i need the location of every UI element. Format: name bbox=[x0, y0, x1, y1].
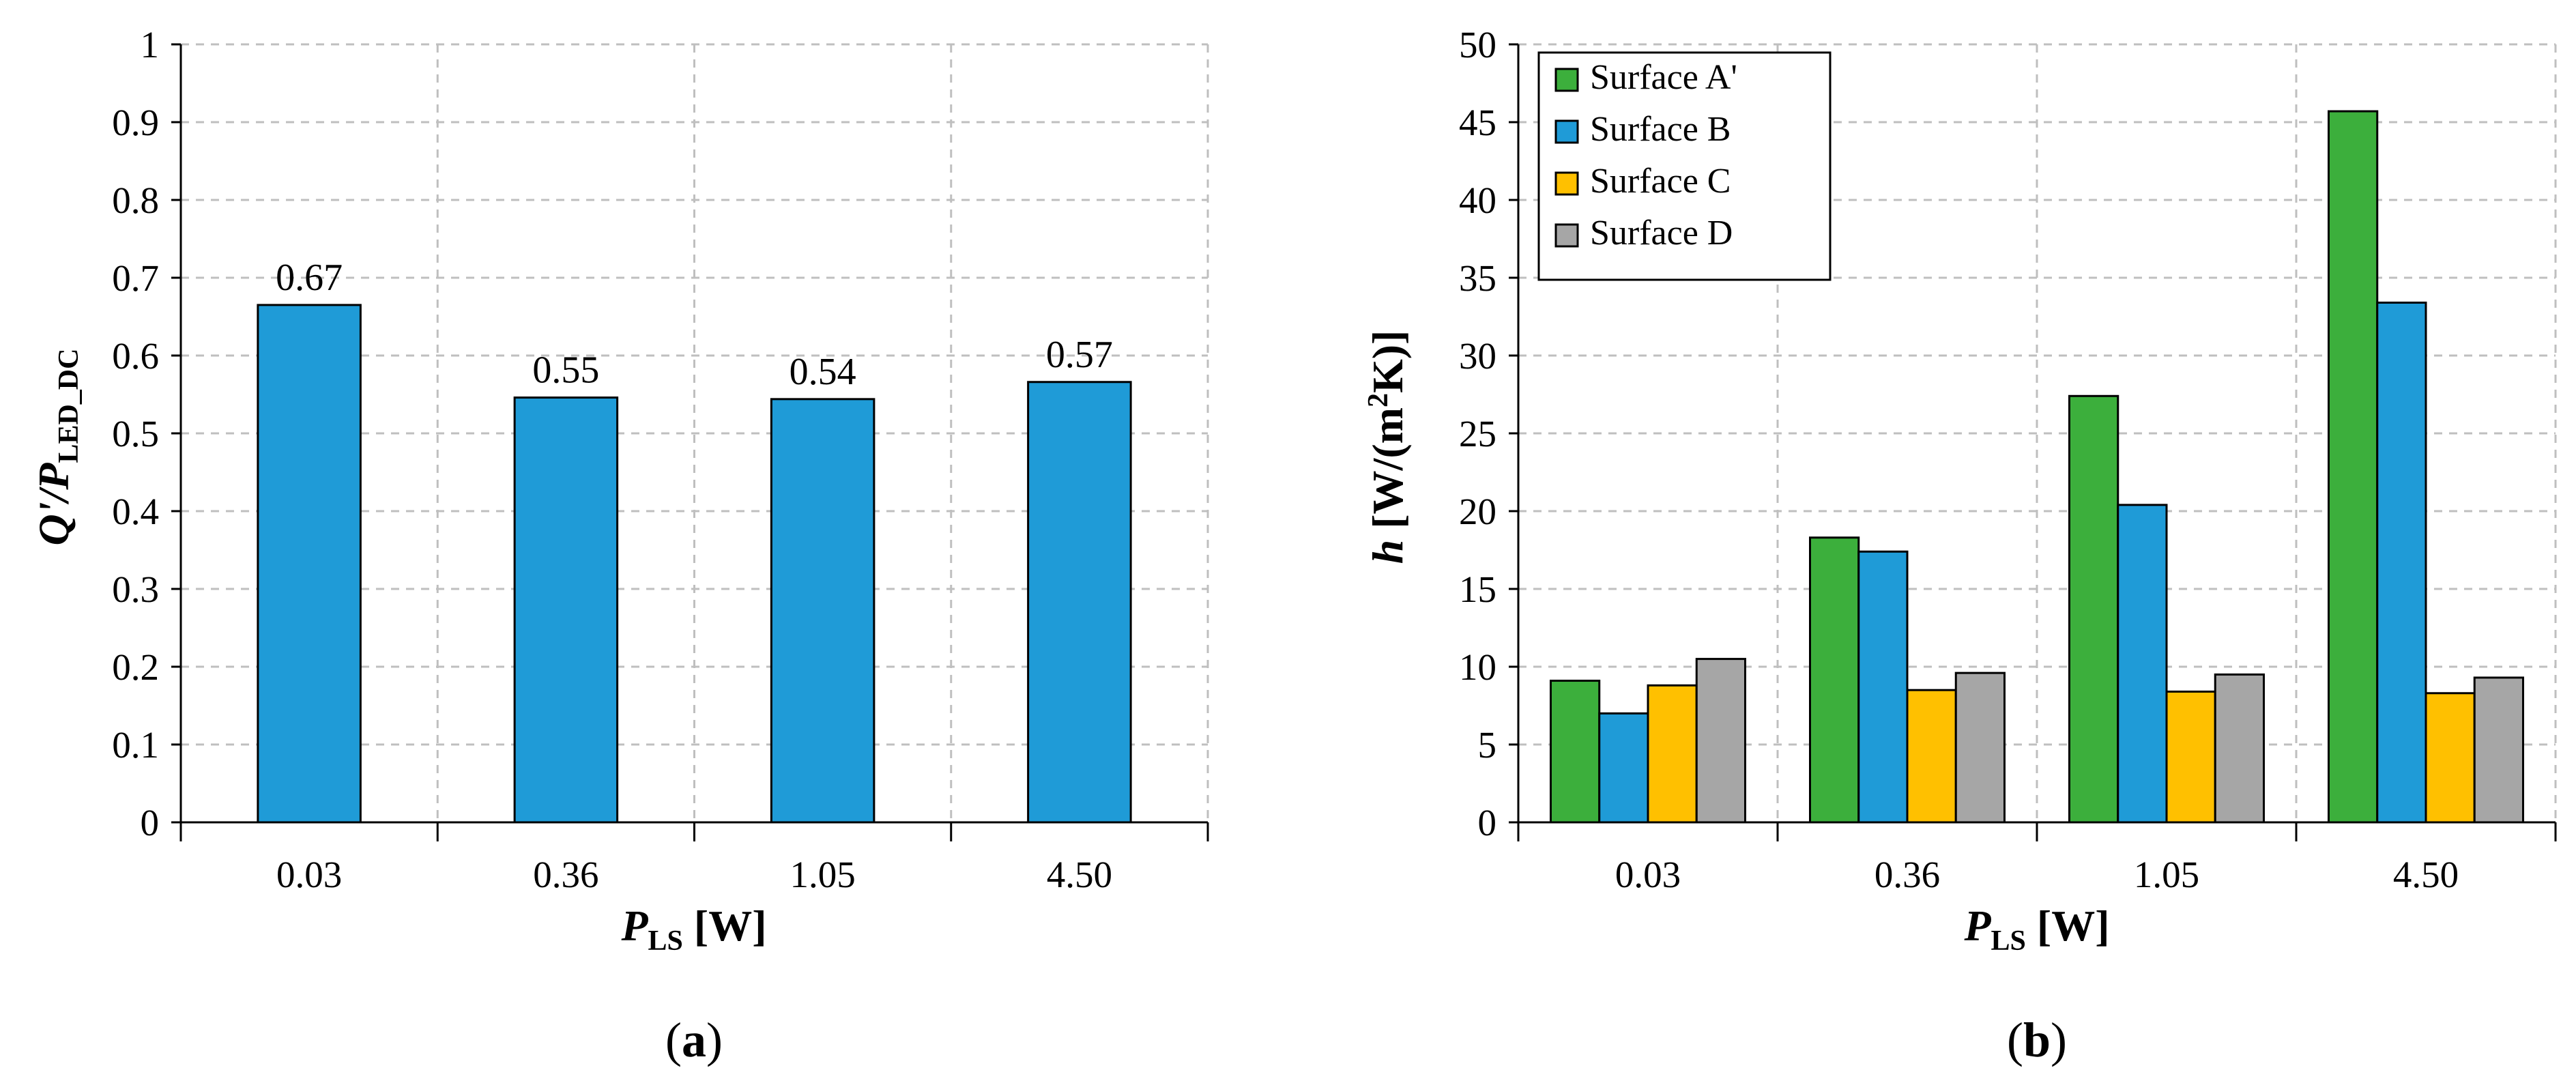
bar-surface-d-4.50 bbox=[2473, 676, 2524, 824]
bar-surface-b-4.50 bbox=[2376, 301, 2427, 824]
legend-label: Surface D bbox=[1590, 214, 1733, 252]
legend-label: Surface B bbox=[1590, 110, 1731, 149]
legend-items: Surface A' Surface B Surface C Surface D bbox=[1554, 58, 1737, 252]
bar-surface-c-4.50 bbox=[2425, 692, 2476, 824]
panel-a-axes bbox=[171, 43, 1209, 841]
bar-q-p-led-dc-4.50 bbox=[1027, 381, 1132, 824]
data-label: 0.57 bbox=[1046, 334, 1113, 376]
panel-b-y-axis-title-sup: 2 bbox=[1363, 393, 1394, 407]
y-tick-label: 0.2 bbox=[112, 646, 159, 688]
bar-surface-b-0.36 bbox=[1857, 550, 1909, 824]
panel-a-y-ticks: 0 0.1 0.2 0.3 0.4 0.5 0.6 0.7 0.8 0.9 1 bbox=[112, 24, 159, 843]
panel-a-x-axis-title-unit: [W] bbox=[683, 901, 767, 950]
bar-surface-d-0.03 bbox=[1695, 658, 1746, 824]
data-label: 0.67 bbox=[276, 257, 343, 299]
x-tick-label: 1.05 bbox=[790, 854, 856, 895]
panel-a-data-labels: 0.67 0.55 0.54 0.57 bbox=[276, 257, 1113, 393]
bar-surface-d-0.36 bbox=[1954, 672, 2006, 824]
bar-surface-d-1.05 bbox=[2214, 673, 2265, 824]
y-tick-label: 40 bbox=[1459, 179, 1496, 221]
panel-b-x-ticks: 0.03 0.36 1.05 4.50 bbox=[1615, 854, 2459, 895]
panel-b-label: (b) bbox=[2007, 1013, 2067, 1067]
x-tick-label: 0.03 bbox=[1615, 854, 1681, 895]
panel-a-y-axis-title-main: Q'/P bbox=[29, 463, 78, 546]
panel-a-bars bbox=[257, 304, 1132, 824]
x-tick-label: 4.50 bbox=[2393, 854, 2459, 895]
legend-swatch bbox=[1554, 171, 1579, 196]
panel-b-axes bbox=[1509, 43, 2557, 841]
legend-frame bbox=[1537, 51, 1832, 281]
y-tick-label: 15 bbox=[1459, 568, 1496, 610]
panel-b-x-axis-title: PLS [W] bbox=[1963, 901, 2109, 957]
panel-a-y-axis-title-sub: LED_DC bbox=[53, 349, 85, 463]
y-tick-label: 0.4 bbox=[112, 491, 159, 532]
panel-a-x-ticks: 0.03 0.36 1.05 4.50 bbox=[276, 854, 1112, 895]
legend-swatch bbox=[1554, 68, 1579, 92]
panel-a-x-axis-title-main: P bbox=[620, 901, 648, 950]
panel-b-bars bbox=[1550, 110, 2524, 824]
x-tick-label: 1.05 bbox=[2134, 854, 2199, 895]
bar-surface-b-1.05 bbox=[2117, 504, 2168, 824]
legend-label: Surface C bbox=[1590, 162, 1731, 201]
panel-b-y-axis-title: h [W/(m2K)] bbox=[1363, 330, 1412, 564]
panel-b-y-ticks: 0 5 10 15 20 25 30 35 40 45 50 bbox=[1459, 24, 1496, 843]
y-tick-label: 1 bbox=[141, 24, 160, 66]
legend-label: Surface A' bbox=[1590, 58, 1737, 97]
panel-a-label: (a) bbox=[665, 1013, 723, 1067]
panel-b-legend: Surface A' Surface B Surface C Surface D bbox=[1537, 51, 1832, 281]
y-tick-label: 10 bbox=[1459, 646, 1496, 688]
legend-swatch bbox=[1554, 223, 1579, 248]
y-tick-label: 0.5 bbox=[112, 413, 159, 454]
y-tick-label: 50 bbox=[1459, 24, 1496, 66]
bar-surface-b-0.03 bbox=[1598, 712, 1649, 824]
panel-b-y-axis-title-unit-end: K)] bbox=[1363, 330, 1412, 393]
y-tick-label: 0.1 bbox=[112, 724, 159, 766]
panel-a: 0 0.1 0.2 0.3 0.4 0.5 0.6 0.7 0.8 0.9 1 0.03 0.36 1.… bbox=[29, 24, 1209, 1067]
y-tick-label: 25 bbox=[1459, 413, 1496, 454]
y-tick-label: 0.8 bbox=[112, 179, 159, 221]
y-tick-label: 45 bbox=[1459, 102, 1496, 143]
y-tick-label: 0.6 bbox=[112, 335, 159, 377]
legend-swatch bbox=[1554, 119, 1579, 144]
panel-a-x-axis-title-sub: LS bbox=[648, 925, 683, 957]
bar-surface-c-0.36 bbox=[1906, 689, 1957, 824]
panel-b-y-axis-title-unit: [W/(m bbox=[1363, 407, 1412, 540]
y-tick-label: 30 bbox=[1459, 335, 1496, 377]
bar-surface-c-1.05 bbox=[2165, 690, 2216, 824]
x-tick-label: 4.50 bbox=[1047, 854, 1112, 895]
y-tick-label: 35 bbox=[1459, 257, 1496, 299]
panel-b-x-axis-title-main: P bbox=[1963, 901, 1991, 950]
panel-b-x-axis-title-sub: LS bbox=[1991, 925, 2026, 957]
x-tick-label: 0.36 bbox=[533, 854, 598, 895]
data-label: 0.55 bbox=[532, 349, 599, 392]
y-tick-label: 0.9 bbox=[112, 102, 159, 143]
bar-q-p-led-dc-0.36 bbox=[513, 396, 619, 824]
panel-a-label-letter: a bbox=[682, 1013, 706, 1067]
bar-surface-a-1.05 bbox=[2068, 394, 2119, 824]
panel-b: 0 5 10 15 20 25 30 35 40 45 50 0.03 0.36 1.05 4.50 Su… bbox=[1363, 24, 2557, 1067]
bar-surface-a-0.03 bbox=[1550, 680, 1601, 824]
panel-a-y-axis-title: Q'/PLED_DC bbox=[29, 349, 85, 546]
x-tick-label: 0.36 bbox=[1875, 854, 1940, 895]
y-tick-label: 0 bbox=[141, 802, 160, 843]
bar-q-p-led-dc-1.05 bbox=[770, 398, 875, 824]
bar-q-p-led-dc-0.03 bbox=[257, 304, 362, 824]
y-tick-label: 20 bbox=[1459, 491, 1496, 532]
panel-a-x-axis-title: PLS [W] bbox=[620, 901, 766, 957]
bar-surface-a-4.50 bbox=[2328, 110, 2379, 824]
y-tick-label: 0.7 bbox=[112, 257, 159, 299]
x-tick-label: 0.03 bbox=[276, 854, 342, 895]
y-tick-label: 0.3 bbox=[112, 568, 159, 610]
bar-surface-a-0.36 bbox=[1809, 536, 1860, 824]
panel-b-x-axis-title-unit: [W] bbox=[2026, 901, 2110, 950]
panel-b-y-axis-title-main: h bbox=[1363, 540, 1412, 564]
panel-b-label-letter: b bbox=[2023, 1013, 2051, 1067]
data-label: 0.54 bbox=[790, 351, 856, 393]
y-tick-label: 5 bbox=[1478, 724, 1497, 766]
y-tick-label: 0 bbox=[1478, 802, 1497, 843]
bar-surface-c-0.03 bbox=[1647, 684, 1698, 824]
